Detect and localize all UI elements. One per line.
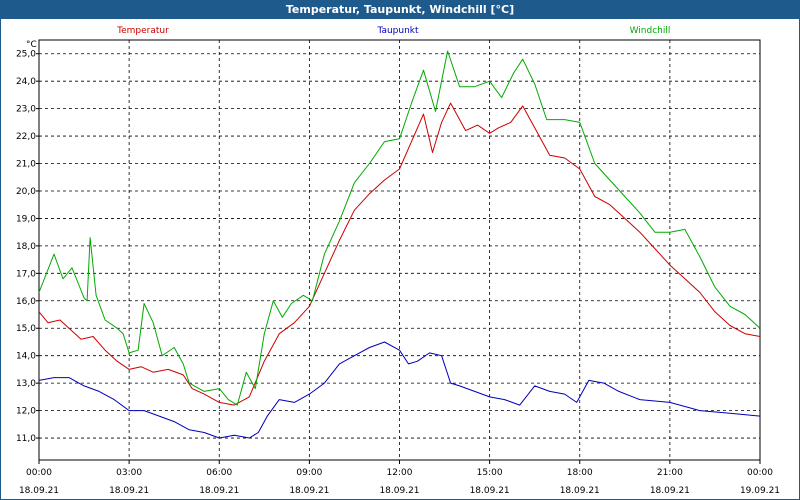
y-tick-label: 24,0 <box>16 77 36 87</box>
x-tick-date: 18.09.21 <box>199 486 239 496</box>
x-tick-time: 06:00 <box>206 468 232 478</box>
legend-label-temperatur: Temperatur <box>116 26 169 36</box>
series-line-temperatur <box>38 102 761 406</box>
y-tick-label: 19,0 <box>16 214 36 224</box>
y-tick-label: 11,0 <box>16 434 36 444</box>
x-tick-time: 00:00 <box>26 468 52 478</box>
y-tick-label: 12,0 <box>16 407 36 417</box>
x-tick-time: 18:00 <box>567 468 593 478</box>
x-tick-time: 03:00 <box>116 468 142 478</box>
y-tick-label: 13,0 <box>16 379 36 389</box>
x-tick-date: 18.09.21 <box>379 486 419 496</box>
y-tick-label: 20,0 <box>16 187 36 197</box>
legend: Temperatur Taupunkt Windchill <box>116 26 670 36</box>
y-tick-label: 18,0 <box>16 242 36 252</box>
y-tick-label: 14,0 <box>16 352 36 362</box>
y-tick-label: 15,0 <box>16 324 36 334</box>
x-tick-time: 15:00 <box>477 468 503 478</box>
y-tick-label: 23,0 <box>16 105 36 115</box>
x-tick-date: 18.09.21 <box>470 486 510 496</box>
series-lines <box>38 50 761 439</box>
x-tick-date: 18.09.21 <box>560 486 600 496</box>
x-tick-time: 00:00 <box>747 468 773 478</box>
legend-label-windchill: Windchill <box>630 26 671 36</box>
chart-title: Temperatur, Taupunkt, Windchill [°C] <box>1 1 799 19</box>
x-tick-date: 18.09.21 <box>109 486 149 496</box>
x-tick-date: 18.09.21 <box>289 486 329 496</box>
y-tick-label: 17,0 <box>16 269 36 279</box>
y-tick-label: 22,0 <box>16 132 36 142</box>
legend-label-taupunkt: Taupunkt <box>376 26 419 36</box>
y-tick-label: 16,0 <box>16 297 36 307</box>
x-tick-time: 09:00 <box>296 468 322 478</box>
grid <box>39 40 760 460</box>
x-tick-time: 12:00 <box>387 468 413 478</box>
x-tick-date: 19.09.21 <box>740 486 780 496</box>
x-tick-time: 21:00 <box>657 468 683 478</box>
y-tick-label: 21,0 <box>16 160 36 170</box>
y-axis-label: °C <box>26 40 37 50</box>
series-line-windchill <box>38 50 761 406</box>
series-line-taupunkt <box>38 341 761 439</box>
x-tick-date: 18.09.21 <box>19 486 59 496</box>
y-tick-label: 25,0 <box>16 50 36 60</box>
x-tick-date: 18.09.21 <box>650 486 690 496</box>
tick-labels: 25,0 24,0 23,0 22,0 21,0 20,0 19,0 18,0 17,0 16,0… <box>16 40 780 496</box>
